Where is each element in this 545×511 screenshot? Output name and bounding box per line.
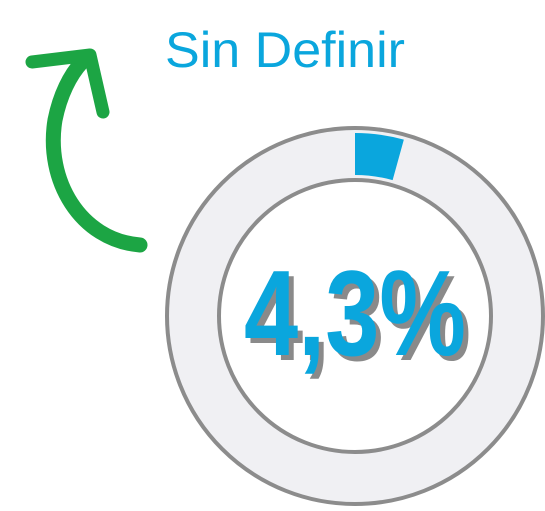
arrow-head <box>25 48 110 119</box>
value-label: 4,3% <box>244 245 466 381</box>
donut-hole <box>217 178 493 454</box>
arrow <box>25 48 148 253</box>
chart-title: Sin Definir <box>165 22 405 78</box>
donut-segment <box>355 133 404 181</box>
arrow-shaft <box>45 54 148 253</box>
